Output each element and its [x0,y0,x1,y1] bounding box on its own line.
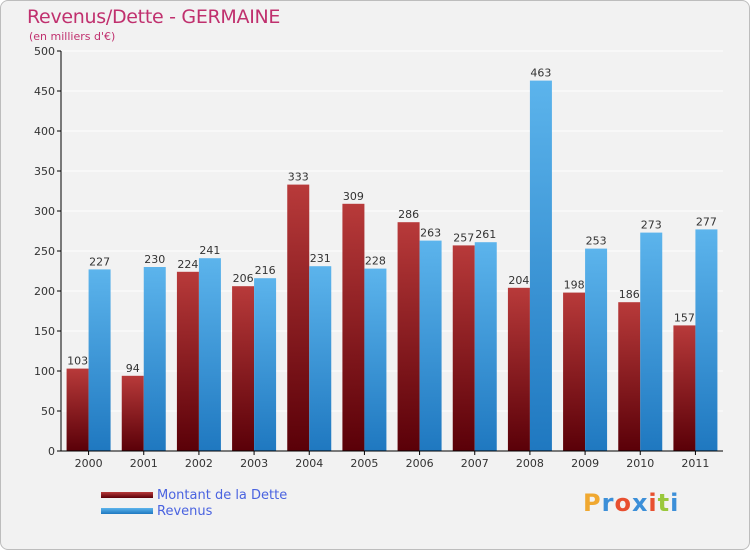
y-tick-label: 350 [34,165,55,178]
logo-letter: i [648,489,658,517]
bar-revenus-2004 [309,266,332,451]
data-label-dette-2002: 224 [177,258,198,271]
bar-revenus-2007 [474,242,497,451]
chart-title: Revenus/Dette - GERMAINE [27,6,281,28]
logo-letter: P [583,489,602,517]
data-label-dette-2007: 257 [453,231,474,244]
logo-letter: x [631,489,649,517]
y-tick-label: 450 [34,85,55,98]
logo-letter: t [657,489,671,517]
bar-dette-2005 [342,203,365,451]
x-tick-label: 2002 [185,457,213,470]
x-tick-label: 2008 [516,457,544,470]
y-tick-label: 0 [48,445,55,458]
data-label-dette-2011: 157 [674,311,695,324]
y-tick-label: 300 [34,205,55,218]
data-label-dette-2003: 206 [233,272,254,285]
data-label-revenus-2005: 228 [365,255,386,268]
data-label-revenus-2011: 277 [696,215,717,228]
data-label-revenus-2001: 230 [144,253,165,266]
bar-revenus-2000 [88,269,111,451]
bar-dette-2006 [397,222,420,451]
y-tick-label: 400 [34,125,55,138]
data-label-revenus-2002: 241 [199,244,220,257]
x-tick-label: 2005 [350,457,378,470]
data-label-dette-2006: 286 [398,208,419,221]
data-label-dette-2008: 204 [508,274,529,287]
x-tick-label: 2004 [295,457,323,470]
data-label-dette-2000: 103 [67,355,88,368]
bar-dette-2011 [673,325,696,451]
y-tick-label: 200 [34,285,55,298]
legend-item-dette: Montant de la Dette [101,487,287,503]
data-label-revenus-2006: 263 [420,227,441,240]
data-label-dette-2005: 309 [343,190,364,203]
bar-revenus-2009 [585,248,608,451]
x-tick-label: 2006 [406,457,434,470]
bar-dette-2009 [563,292,586,451]
data-label-dette-2009: 198 [564,279,585,292]
logo-letter: o [614,489,632,517]
bar-dette-2004 [287,184,310,451]
bar-dette-2003 [232,286,255,451]
legend-swatch-revenus [101,508,153,514]
legend-item-revenus: Revenus [101,503,287,519]
bar-dette-2000 [66,368,89,451]
bar-revenus-2003 [254,278,277,451]
data-label-revenus-2004: 231 [310,252,331,265]
bar-dette-2007 [452,245,475,451]
y-tick-label: 150 [34,325,55,338]
data-label-revenus-2007: 261 [475,228,496,241]
bar-dette-2002 [176,271,199,451]
data-label-revenus-2009: 253 [586,235,607,248]
y-tick-label: 250 [34,245,55,258]
bar-dette-2010 [618,302,641,451]
legend-label-revenus: Revenus [157,503,213,519]
bar-dette-2001 [121,375,144,451]
x-tick-label: 2000 [75,457,103,470]
bar-revenus-2006 [419,240,442,451]
proxiti-logo: Proxiti [583,489,679,517]
chart-legend: Montant de la Dette Revenus [101,487,287,519]
data-label-revenus-2003: 216 [255,264,276,277]
legend-label-dette: Montant de la Dette [157,487,288,503]
data-label-revenus-2010: 273 [641,219,662,232]
legend-swatch-dette [101,492,153,498]
data-label-dette-2001: 94 [126,362,140,375]
logo-letter: i [670,489,680,517]
logo-letter: r [601,489,615,517]
bar-revenus-2005 [364,268,387,451]
y-tick-label: 100 [34,365,55,378]
bar-revenus-2010 [640,232,663,451]
x-tick-label: 2001 [130,457,158,470]
data-label-dette-2010: 186 [619,288,640,301]
bar-revenus-2011 [695,229,718,451]
x-tick-label: 2009 [571,457,599,470]
chart-subtitle: (en milliers d'€) [29,30,116,43]
bar-dette-2008 [507,287,530,451]
y-tick-label: 50 [41,405,55,418]
bar-revenus-2008 [529,80,552,451]
bar-revenus-2002 [198,258,221,451]
x-tick-label: 2003 [240,457,268,470]
data-label-dette-2004: 333 [288,171,309,184]
data-label-revenus-2008: 463 [530,67,551,80]
y-tick-label: 500 [34,45,55,58]
x-tick-label: 2007 [461,457,489,470]
x-tick-label: 2011 [681,457,709,470]
bar-revenus-2001 [143,267,166,451]
x-tick-label: 2010 [626,457,654,470]
data-label-revenus-2000: 227 [89,255,110,268]
